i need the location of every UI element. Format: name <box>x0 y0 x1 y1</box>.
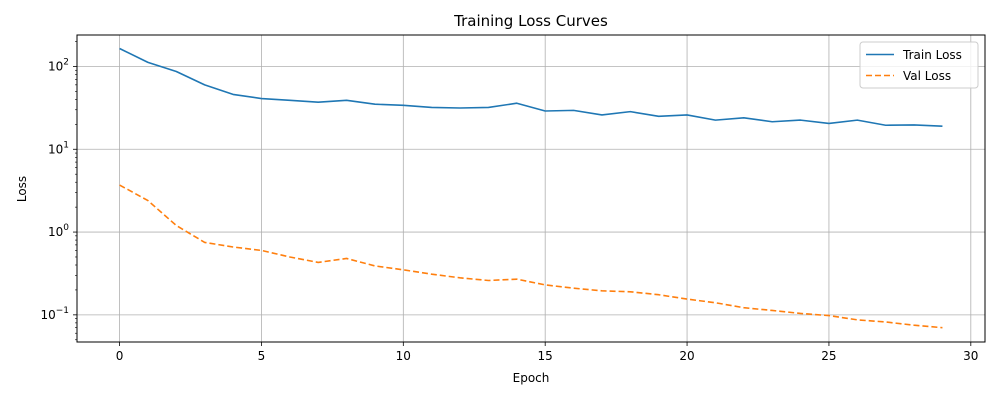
grid <box>77 35 985 342</box>
legend-label-val-loss: Val Loss <box>903 69 951 83</box>
x-tick-label: 5 <box>258 349 266 363</box>
x-tick-label: 25 <box>821 349 836 363</box>
ticks: 0 5 10 15 20 25 30 102 101 100 10−1 <box>40 41 978 363</box>
legend: Train Loss Val Loss <box>859 41 979 89</box>
y-tick-label: 100 <box>48 223 69 239</box>
y-tick-label: 102 <box>48 57 69 73</box>
x-tick-label: 0 <box>116 349 124 363</box>
y-tick-label: 10−1 <box>40 306 69 322</box>
legend-box <box>859 41 979 89</box>
x-axis-title: Epoch <box>513 371 550 385</box>
chart-title: Training Loss Curves <box>453 12 608 30</box>
y-tick-label: 101 <box>48 140 69 156</box>
x-tick-label: 20 <box>679 349 694 363</box>
series-layer <box>119 47 943 329</box>
y-axis-title: Loss <box>15 176 29 202</box>
series-line-val-loss <box>119 184 943 329</box>
x-tick-label: 30 <box>963 349 978 363</box>
plot-frame <box>76 34 986 343</box>
x-tick-label: 10 <box>396 349 411 363</box>
series-line-train-loss <box>119 47 943 127</box>
x-tick-label: 15 <box>538 349 553 363</box>
legend-label-train-loss: Train Loss <box>902 48 962 62</box>
